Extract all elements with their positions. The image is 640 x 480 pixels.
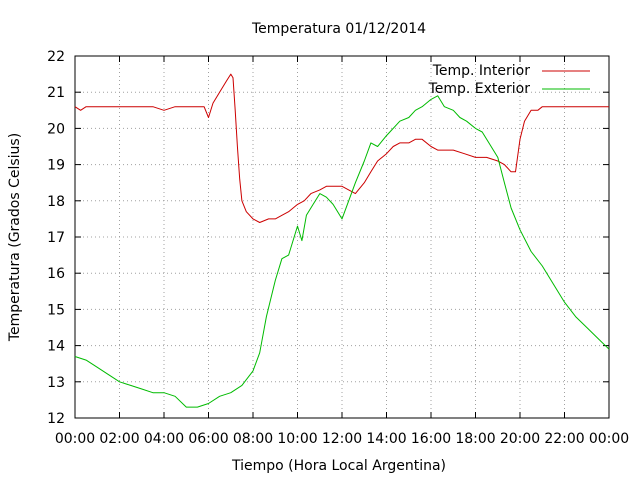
x-tick-label: 00:00 (589, 431, 629, 447)
y-tick-label: 21 (47, 85, 65, 101)
x-tick-label: 02:00 (99, 431, 139, 447)
x-tick-label: 22:00 (544, 431, 584, 447)
x-tick-label: 08:00 (233, 431, 273, 447)
series-lines (74, 73, 610, 408)
y-axis-label: Temperatura (Grados Celsius) (7, 133, 23, 342)
y-tick-label: 17 (47, 230, 65, 246)
series-line-interior (74, 73, 609, 223)
x-tick-label: 20:00 (500, 431, 540, 447)
chart-title: Temperatura 01/12/2014 (251, 21, 426, 37)
y-tick-label: 16 (47, 266, 65, 282)
legend-label-exterior: Temp. Exterior (428, 81, 531, 97)
x-tick-label: 06:00 (188, 431, 228, 447)
legend-label-interior: Temp. Interior (432, 63, 531, 79)
x-tick-labels: 00:00 02:00 04:00 06:00 08:00 10:00 12:00 14:00… (55, 431, 629, 447)
y-tick-label: 19 (47, 158, 65, 174)
x-tick-label: 10:00 (277, 431, 317, 447)
y-tick-label: 20 (47, 121, 65, 137)
x-tick-label: 14:00 (366, 431, 406, 447)
legend: Temp. Interior Temp. Exterior (428, 63, 590, 97)
x-tick-label: 12:00 (322, 431, 362, 447)
axis-ticks (74, 55, 610, 419)
series-line-exterior (74, 95, 610, 408)
y-tick-label: 22 (47, 49, 65, 65)
y-tick-label: 13 (47, 375, 65, 391)
x-tick-label: 16:00 (411, 431, 451, 447)
y-tick-labels: 12 13 14 15 16 17 18 19 20 21 22 (47, 49, 65, 427)
x-tick-label: 00:00 (55, 431, 95, 447)
x-axis-label: Tiempo (Hora Local Argentina) (231, 458, 446, 474)
y-tick-label: 12 (47, 411, 65, 427)
grid (75, 56, 609, 418)
x-tick-label: 04:00 (144, 431, 184, 447)
y-tick-label: 14 (47, 339, 65, 355)
x-tick-label: 18:00 (455, 431, 495, 447)
y-tick-label: 15 (47, 302, 65, 318)
y-tick-label: 18 (47, 194, 65, 210)
